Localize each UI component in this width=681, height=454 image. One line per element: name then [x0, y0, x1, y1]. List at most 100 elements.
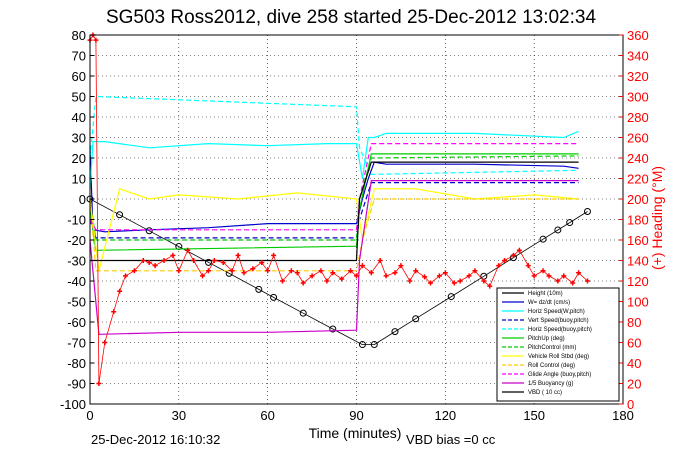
heading-point	[466, 273, 472, 279]
y-tick-label: 60	[72, 69, 86, 84]
x-tick-label: 30	[172, 408, 186, 423]
height-point	[583, 208, 591, 216]
heading-point	[250, 266, 256, 272]
y-tick-label: 70	[72, 49, 86, 64]
y2-tick-label: 40	[627, 356, 641, 371]
heading-point	[229, 268, 235, 274]
x-tick-label: 180	[612, 408, 634, 423]
legend-label: Glide Angle (buoy,pitch)	[528, 372, 591, 378]
heading-point	[265, 268, 271, 274]
heading-point	[140, 258, 146, 263]
y-tick-label: 10	[72, 172, 86, 187]
heading-point	[407, 278, 413, 284]
heading-point	[398, 263, 404, 269]
series-line	[89, 130, 579, 189]
heading-point	[516, 247, 522, 253]
heading-point	[383, 273, 389, 279]
heading-point	[481, 278, 487, 284]
x-tick-label: 0	[86, 408, 93, 423]
footer-vbd-bias: VBD bias =0 cc	[406, 432, 496, 447]
y2-tick-label: 360	[627, 28, 649, 43]
heading-point	[502, 258, 508, 263]
y2-axis-ticks: 3603403203002802602402202001801601401201…	[619, 28, 649, 412]
heading-point	[487, 283, 493, 289]
series-line	[89, 188, 579, 271]
heading-point	[152, 263, 158, 269]
heading-point	[96, 381, 102, 386]
y-tick-label: 40	[72, 110, 86, 125]
legend-label: Horiz Speed(W,pitch)	[528, 309, 585, 315]
height-point	[539, 235, 547, 243]
series-line	[89, 155, 579, 241]
heading-point	[561, 273, 567, 279]
heading-point	[200, 273, 206, 279]
heading-point	[422, 274, 428, 280]
height-point	[566, 219, 574, 227]
y-axis-ticks: 80 70 60 50 40 30 20 10 0 -10 -20 -30 -40 -50 -60 -70 -8…	[60, 28, 94, 412]
heading-point	[570, 280, 576, 286]
y2-tick-label: 280	[627, 110, 649, 125]
x-axis-label: Time (minutes)	[309, 425, 402, 441]
series-line	[89, 95, 579, 176]
heading-point	[146, 260, 152, 266]
heading-point	[359, 263, 365, 269]
height-point	[145, 227, 153, 235]
heading-point	[294, 270, 300, 276]
height-point	[447, 293, 455, 301]
height-point	[116, 211, 124, 219]
y2-tick-label: 340	[627, 49, 649, 64]
legend-label: Vert Speed(buoy,pitch)	[528, 318, 589, 324]
legend-label: PitchControl (mm)	[528, 345, 576, 351]
y-tick-label: 20	[72, 151, 86, 166]
heading-point	[241, 270, 247, 276]
height-point	[204, 258, 212, 266]
y-tick-label: -60	[67, 315, 86, 330]
height-point	[299, 309, 307, 317]
legend-label: Height (10m)	[528, 291, 563, 297]
height-point	[225, 269, 233, 277]
y-tick-label: 80	[72, 28, 86, 43]
y-tick-label: -70	[67, 336, 86, 351]
chart-title: SG503 Ross2012, dive 258 started 25-Dec-…	[106, 7, 597, 28]
heading-point	[510, 252, 516, 258]
legend-label: PitchUp (deg)	[528, 336, 565, 342]
y-tick-label: -20	[67, 233, 86, 248]
heading-point	[531, 273, 537, 279]
heading-point	[428, 280, 434, 286]
heading-point	[191, 258, 197, 263]
series-line	[89, 34, 588, 384]
y-tick-label: -30	[67, 254, 86, 269]
heading-point	[436, 273, 442, 279]
legend-label: 1/5 Buoyancy (g)	[528, 381, 573, 387]
x-tick-label: 150	[523, 408, 545, 423]
y2-tick-label: 60	[627, 336, 641, 351]
heading-point	[170, 252, 176, 258]
y2-tick-label: 100	[627, 295, 649, 310]
heading-point	[377, 258, 383, 263]
y2-tick-label: 20	[627, 377, 641, 392]
y2-tick-label: 120	[627, 274, 649, 289]
legend-label: W= dz/dt (cm/s)	[528, 300, 570, 306]
legend-label: VBD ( 10 cc)	[528, 390, 562, 396]
y2-tick-label: 260	[627, 131, 649, 146]
y-tick-label: -90	[67, 377, 86, 392]
heading-point	[102, 340, 108, 345]
height-point	[358, 341, 366, 349]
heading-point	[93, 37, 99, 43]
heading-point	[288, 268, 294, 274]
y-tick-label: -80	[67, 356, 86, 371]
height-point	[270, 293, 278, 301]
y2-tick-label: 300	[627, 90, 649, 105]
heading-point	[117, 288, 123, 294]
y-tick-label: 0	[79, 192, 86, 207]
heading-point	[211, 258, 217, 263]
y2-tick-label: 240	[627, 151, 649, 166]
heading-point	[205, 268, 211, 274]
y-tick-label: -50	[67, 295, 86, 310]
height-point	[412, 315, 420, 323]
heading-point	[451, 280, 457, 286]
y2-tick-label: 0	[627, 397, 634, 412]
legend-label: Horiz Speed(buoy,pitch)	[528, 327, 592, 333]
series-line	[89, 143, 579, 231]
